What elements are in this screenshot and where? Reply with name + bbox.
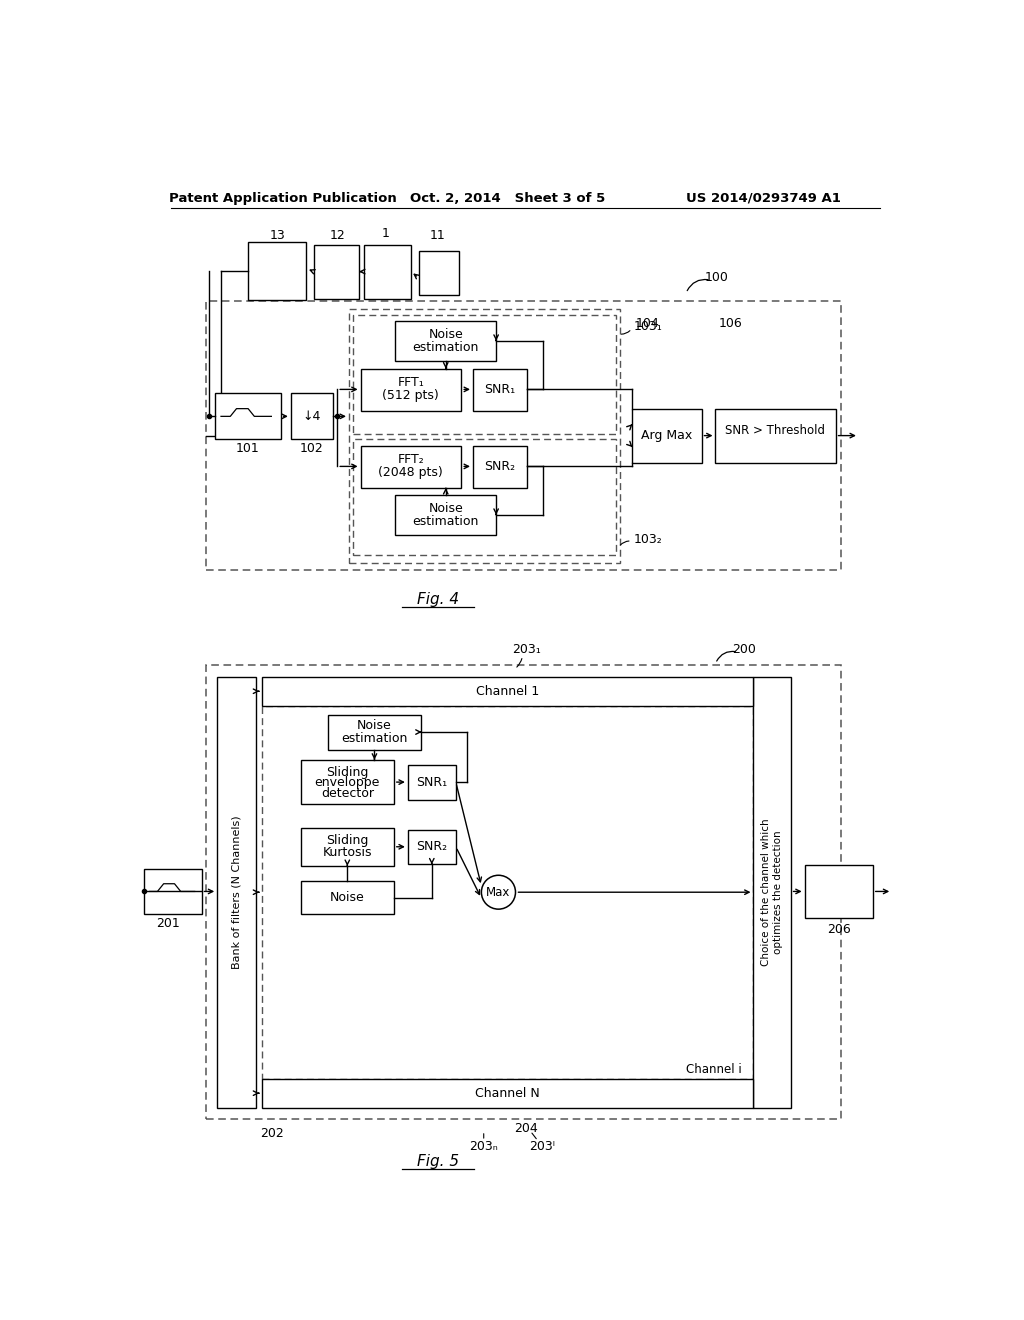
Text: Fig. 5: Fig. 5	[417, 1154, 459, 1170]
Bar	[262, 1078, 754, 1107]
Text: SNR₁: SNR₁	[484, 383, 515, 396]
Bar	[419, 251, 459, 296]
Text: SNR₂: SNR₂	[416, 841, 447, 853]
Text: FFT₂: FFT₂	[397, 453, 424, 466]
Text: Arg Max: Arg Max	[641, 429, 692, 442]
Text: Fig. 4: Fig. 4	[417, 593, 459, 607]
Text: Bank of filters (N Channels): Bank of filters (N Channels)	[231, 816, 242, 969]
Bar	[291, 393, 334, 440]
Text: 203₁: 203₁	[512, 643, 541, 656]
Text: 104: 104	[636, 317, 659, 330]
Text: 11: 11	[429, 228, 445, 242]
Text: Noise: Noise	[330, 891, 365, 904]
Bar	[215, 393, 281, 440]
Bar	[206, 665, 841, 1119]
Text: Oct. 2, 2014   Sheet 3 of 5: Oct. 2, 2014 Sheet 3 of 5	[411, 191, 605, 205]
Text: 203ₙ: 203ₙ	[469, 1139, 498, 1152]
Bar	[716, 409, 836, 462]
Text: estimation: estimation	[413, 515, 479, 528]
Text: FFT₁: FFT₁	[397, 376, 424, 389]
Text: US 2014/0293749 A1: US 2014/0293749 A1	[686, 191, 841, 205]
Text: Channel 1: Channel 1	[476, 685, 540, 698]
Text: 1: 1	[382, 227, 390, 240]
Bar	[352, 440, 616, 554]
Text: 204: 204	[514, 1122, 539, 1135]
Bar	[248, 242, 306, 300]
Bar	[301, 882, 394, 913]
Bar	[632, 409, 701, 462]
Text: 203ᴵ: 203ᴵ	[528, 1139, 555, 1152]
Bar	[352, 314, 616, 434]
Bar	[395, 495, 496, 535]
Text: Noise: Noise	[357, 719, 392, 733]
Bar	[328, 715, 421, 750]
Text: Channel N: Channel N	[475, 1086, 540, 1100]
Text: 12: 12	[330, 228, 345, 242]
Bar	[408, 766, 456, 800]
Bar	[217, 677, 256, 1107]
Text: 100: 100	[706, 271, 729, 284]
Bar	[408, 830, 456, 865]
Text: 13: 13	[269, 228, 286, 242]
Text: Patent Application Publication: Patent Application Publication	[169, 191, 397, 205]
Bar	[360, 368, 461, 411]
Text: estimation: estimation	[413, 341, 479, 354]
Text: estimation: estimation	[341, 731, 408, 744]
Text: 202: 202	[260, 1127, 284, 1139]
Text: Noise: Noise	[428, 329, 463, 342]
Bar	[805, 866, 872, 917]
Text: (512 pts): (512 pts)	[383, 389, 439, 403]
Bar	[473, 446, 527, 488]
Bar	[360, 446, 461, 488]
Text: 103₁: 103₁	[633, 319, 663, 333]
Bar	[314, 244, 359, 298]
Text: Sliding: Sliding	[326, 766, 369, 779]
Bar	[206, 301, 841, 570]
Bar	[365, 244, 411, 298]
Bar	[262, 677, 754, 706]
Text: 106: 106	[719, 317, 742, 330]
Bar	[754, 677, 791, 1107]
Text: 101: 101	[236, 442, 259, 455]
Text: 103₂: 103₂	[633, 533, 663, 546]
Text: SNR₂: SNR₂	[484, 459, 515, 473]
Text: (2048 pts): (2048 pts)	[379, 466, 443, 479]
Text: Sliding: Sliding	[326, 834, 369, 847]
Text: Max: Max	[486, 886, 511, 899]
Text: enveloppe: enveloppe	[314, 776, 380, 789]
Bar	[301, 828, 394, 866]
Text: Kurtosis: Kurtosis	[323, 846, 372, 859]
Text: 201: 201	[157, 916, 180, 929]
Bar	[262, 706, 754, 1078]
Text: SNR₁: SNR₁	[416, 776, 447, 788]
Bar	[473, 368, 527, 411]
Text: Choice of the channel which
optimizes the detection: Choice of the channel which optimizes th…	[761, 818, 782, 966]
Bar	[395, 321, 496, 360]
Text: 102: 102	[300, 442, 324, 455]
Text: 200: 200	[732, 643, 756, 656]
Text: 206: 206	[826, 923, 851, 936]
Bar	[143, 869, 202, 913]
Bar	[349, 309, 621, 562]
Text: SNR > Threshold: SNR > Threshold	[725, 425, 825, 437]
Text: Channel i: Channel i	[686, 1063, 741, 1076]
Text: ↓4: ↓4	[302, 409, 321, 422]
Text: detector: detector	[321, 787, 374, 800]
Bar	[301, 760, 394, 804]
Text: Noise: Noise	[428, 502, 463, 515]
